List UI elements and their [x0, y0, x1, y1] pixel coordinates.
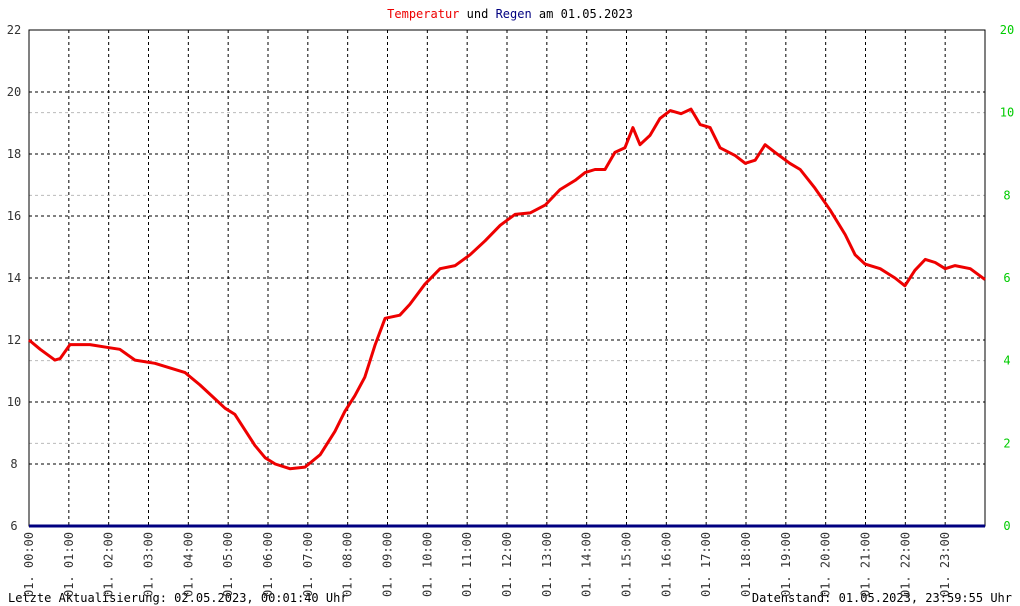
x-tick-label: 01. 13:00 — [540, 532, 554, 597]
y2-tick-label: 8 — [1003, 188, 1010, 202]
footer-right: Datenstand: 01.05.2023, 23:59:55 Uhr — [752, 591, 1012, 605]
y-tick-label: 8 — [10, 457, 17, 471]
x-tick-label: 01. 23:00 — [938, 532, 952, 597]
y-tick-label: 16 — [7, 209, 21, 223]
x-tick-label: 01. 12:00 — [500, 532, 514, 597]
chart-title: Temperatur und Regen am 01.05.2023 — [387, 7, 633, 21]
y-tick-label: 22 — [7, 23, 21, 37]
x-tick-label: 01. 08:00 — [341, 532, 355, 597]
x-tick-label: 01. 22:00 — [898, 532, 912, 597]
x-tick-label: 01. 17:00 — [699, 532, 713, 597]
y-tick-label: 20 — [7, 85, 21, 99]
series-line — [28, 107, 986, 471]
y-tick-label: 14 — [7, 271, 21, 285]
title-and: und — [467, 7, 489, 21]
y-tick-label: 12 — [7, 333, 21, 347]
y2-tick-label: 20 — [1000, 23, 1014, 37]
x-tick-label: 01. 02:00 — [102, 532, 116, 597]
x-tick-label: 01. 16:00 — [659, 532, 673, 597]
x-tick-label: 01. 00:00 — [22, 532, 36, 597]
y-tick-label: 10 — [7, 395, 21, 409]
y2-tick-label: 6 — [1003, 271, 1010, 285]
y2-tick-label: 0 — [1003, 519, 1010, 533]
x-tick-label: 01. 04:00 — [181, 532, 195, 597]
title-temp: Temperatur — [387, 7, 459, 21]
y2-tick-label: 2 — [1003, 436, 1010, 450]
x-tick-label: 01. 06:00 — [261, 532, 275, 597]
x-tick-label: 01. 05:00 — [221, 532, 235, 597]
x-tick-label: 01. 18:00 — [739, 532, 753, 597]
x-tick-label: 01. 15:00 — [620, 532, 634, 597]
y-tick-label: 18 — [7, 147, 21, 161]
title-date: am 01.05.2023 — [539, 7, 633, 21]
x-tick-label: 01. 10:00 — [420, 532, 434, 597]
title-rain: Regen — [496, 7, 532, 21]
x-tick-label: 01. 01:00 — [62, 532, 76, 597]
x-tick-label: 01. 03:00 — [142, 532, 156, 597]
x-tick-label: 01. 14:00 — [580, 532, 594, 597]
x-tick-label: 01. 09:00 — [381, 532, 395, 597]
x-tick-label: 01. 11:00 — [460, 532, 474, 597]
y-tick-label: 6 — [10, 519, 17, 533]
x-tick-label: 01. 19:00 — [779, 532, 793, 597]
y2-tick-label: 10 — [1000, 106, 1014, 120]
x-tick-label: 01. 21:00 — [859, 532, 873, 597]
y2-tick-label: 4 — [1003, 354, 1010, 368]
x-tick-label: 01. 07:00 — [301, 532, 315, 597]
x-tick-label: 01. 20:00 — [819, 532, 833, 597]
footer-left: Letzte Aktualisierung: 02.05.2023, 00:01… — [8, 591, 348, 605]
